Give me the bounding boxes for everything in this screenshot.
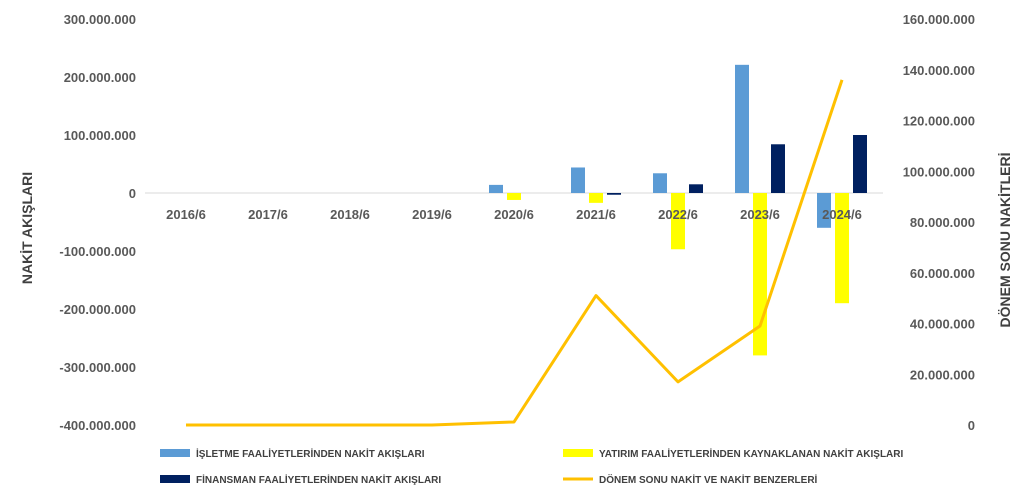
y2-tick-label: 80.000.000 — [910, 215, 975, 230]
right-axis-ticks: 160.000.000 140.000.000 120.000.000 100.000… — [903, 12, 975, 433]
legend-label: YATIRIM FAALİYETLERİNDEN KAYNAKLANAN NAK… — [599, 447, 903, 460]
x-tick-label: 2018/6 — [330, 207, 370, 222]
left-axis-title: NAKİT AKIŞLARI — [19, 172, 35, 284]
bar-1-2023-6 — [735, 64, 749, 193]
right-axis-title: DÖNEM SONU NAKİTLERİ — [997, 153, 1013, 328]
category-axis-labels: 2016/6 2017/6 2018/6 2019/6 2020/6 2021/6 2022… — [166, 207, 862, 222]
legend-swatch — [160, 475, 190, 483]
y-tick-label: -200.000.000 — [59, 302, 136, 317]
bar-3-2021-6 — [607, 193, 621, 195]
x-tick-label: 2024/6 — [822, 207, 862, 222]
x-tick-label: 2020/6 — [494, 207, 534, 222]
legend-swatch — [160, 449, 190, 457]
bar-2-2021-6 — [589, 193, 603, 203]
y-tick-label: 0 — [129, 186, 136, 201]
legend-swatch — [563, 449, 593, 457]
x-tick-label: 2021/6 — [576, 207, 616, 222]
y2-tick-label: 0 — [968, 418, 975, 433]
y-tick-label: -100.000.000 — [59, 244, 136, 259]
bar-3-2024-6 — [853, 135, 867, 193]
bar-2-2024-6 — [835, 193, 849, 304]
legend-label: FİNANSMAN FAALİYETLERİNDEN NAKİT AKIŞLAR… — [196, 473, 441, 486]
legend-label: İŞLETME FAALİYETLERİNDEN NAKİT AKIŞLARI — [196, 447, 425, 460]
left-axis-ticks: 300.000.000 200.000.000 100.000.000 0 -100.0… — [59, 12, 136, 433]
y-tick-label: 100.000.000 — [64, 128, 136, 143]
bar-1-2021-6 — [571, 167, 585, 193]
x-tick-label: 2023/6 — [740, 207, 780, 222]
legend-label: DÖNEM SONU NAKİT VE NAKİT BENZERLERİ — [599, 473, 818, 486]
x-tick-label: 2017/6 — [248, 207, 288, 222]
bar-1-2024-6 — [817, 193, 831, 228]
y2-tick-label: 20.000.000 — [910, 367, 975, 382]
bar-1-2022-6 — [653, 173, 667, 193]
y-tick-label: -300.000.000 — [59, 360, 136, 375]
y2-tick-label: 160.000.000 — [903, 12, 975, 27]
y2-tick-label: 140.000.000 — [903, 63, 975, 78]
bar-2-2020-6 — [507, 193, 521, 200]
bar-series — [489, 64, 867, 356]
bar-2-2022-6 — [671, 193, 685, 250]
y2-tick-label: 60.000.000 — [910, 266, 975, 281]
y-tick-label: 300.000.000 — [64, 12, 136, 27]
x-tick-label: 2016/6 — [166, 207, 206, 222]
bar-1-2020-6 — [489, 184, 503, 193]
x-tick-label: 2019/6 — [412, 207, 452, 222]
y-tick-label: -400.000.000 — [59, 418, 136, 433]
bar-3-2023-6 — [771, 144, 785, 193]
y2-tick-label: 100.000.000 — [903, 164, 975, 179]
cash-balance-line — [186, 79, 844, 427]
y2-tick-label: 120.000.000 — [903, 114, 975, 129]
y-tick-label: 200.000.000 — [64, 70, 136, 85]
line-series — [186, 79, 844, 427]
y2-tick-label: 40.000.000 — [910, 317, 975, 332]
x-tick-label: 2022/6 — [658, 207, 698, 222]
legend: İŞLETME FAALİYETLERİNDEN NAKİT AKIŞLARI Y… — [160, 447, 903, 486]
bar-3-2022-6 — [689, 184, 703, 193]
